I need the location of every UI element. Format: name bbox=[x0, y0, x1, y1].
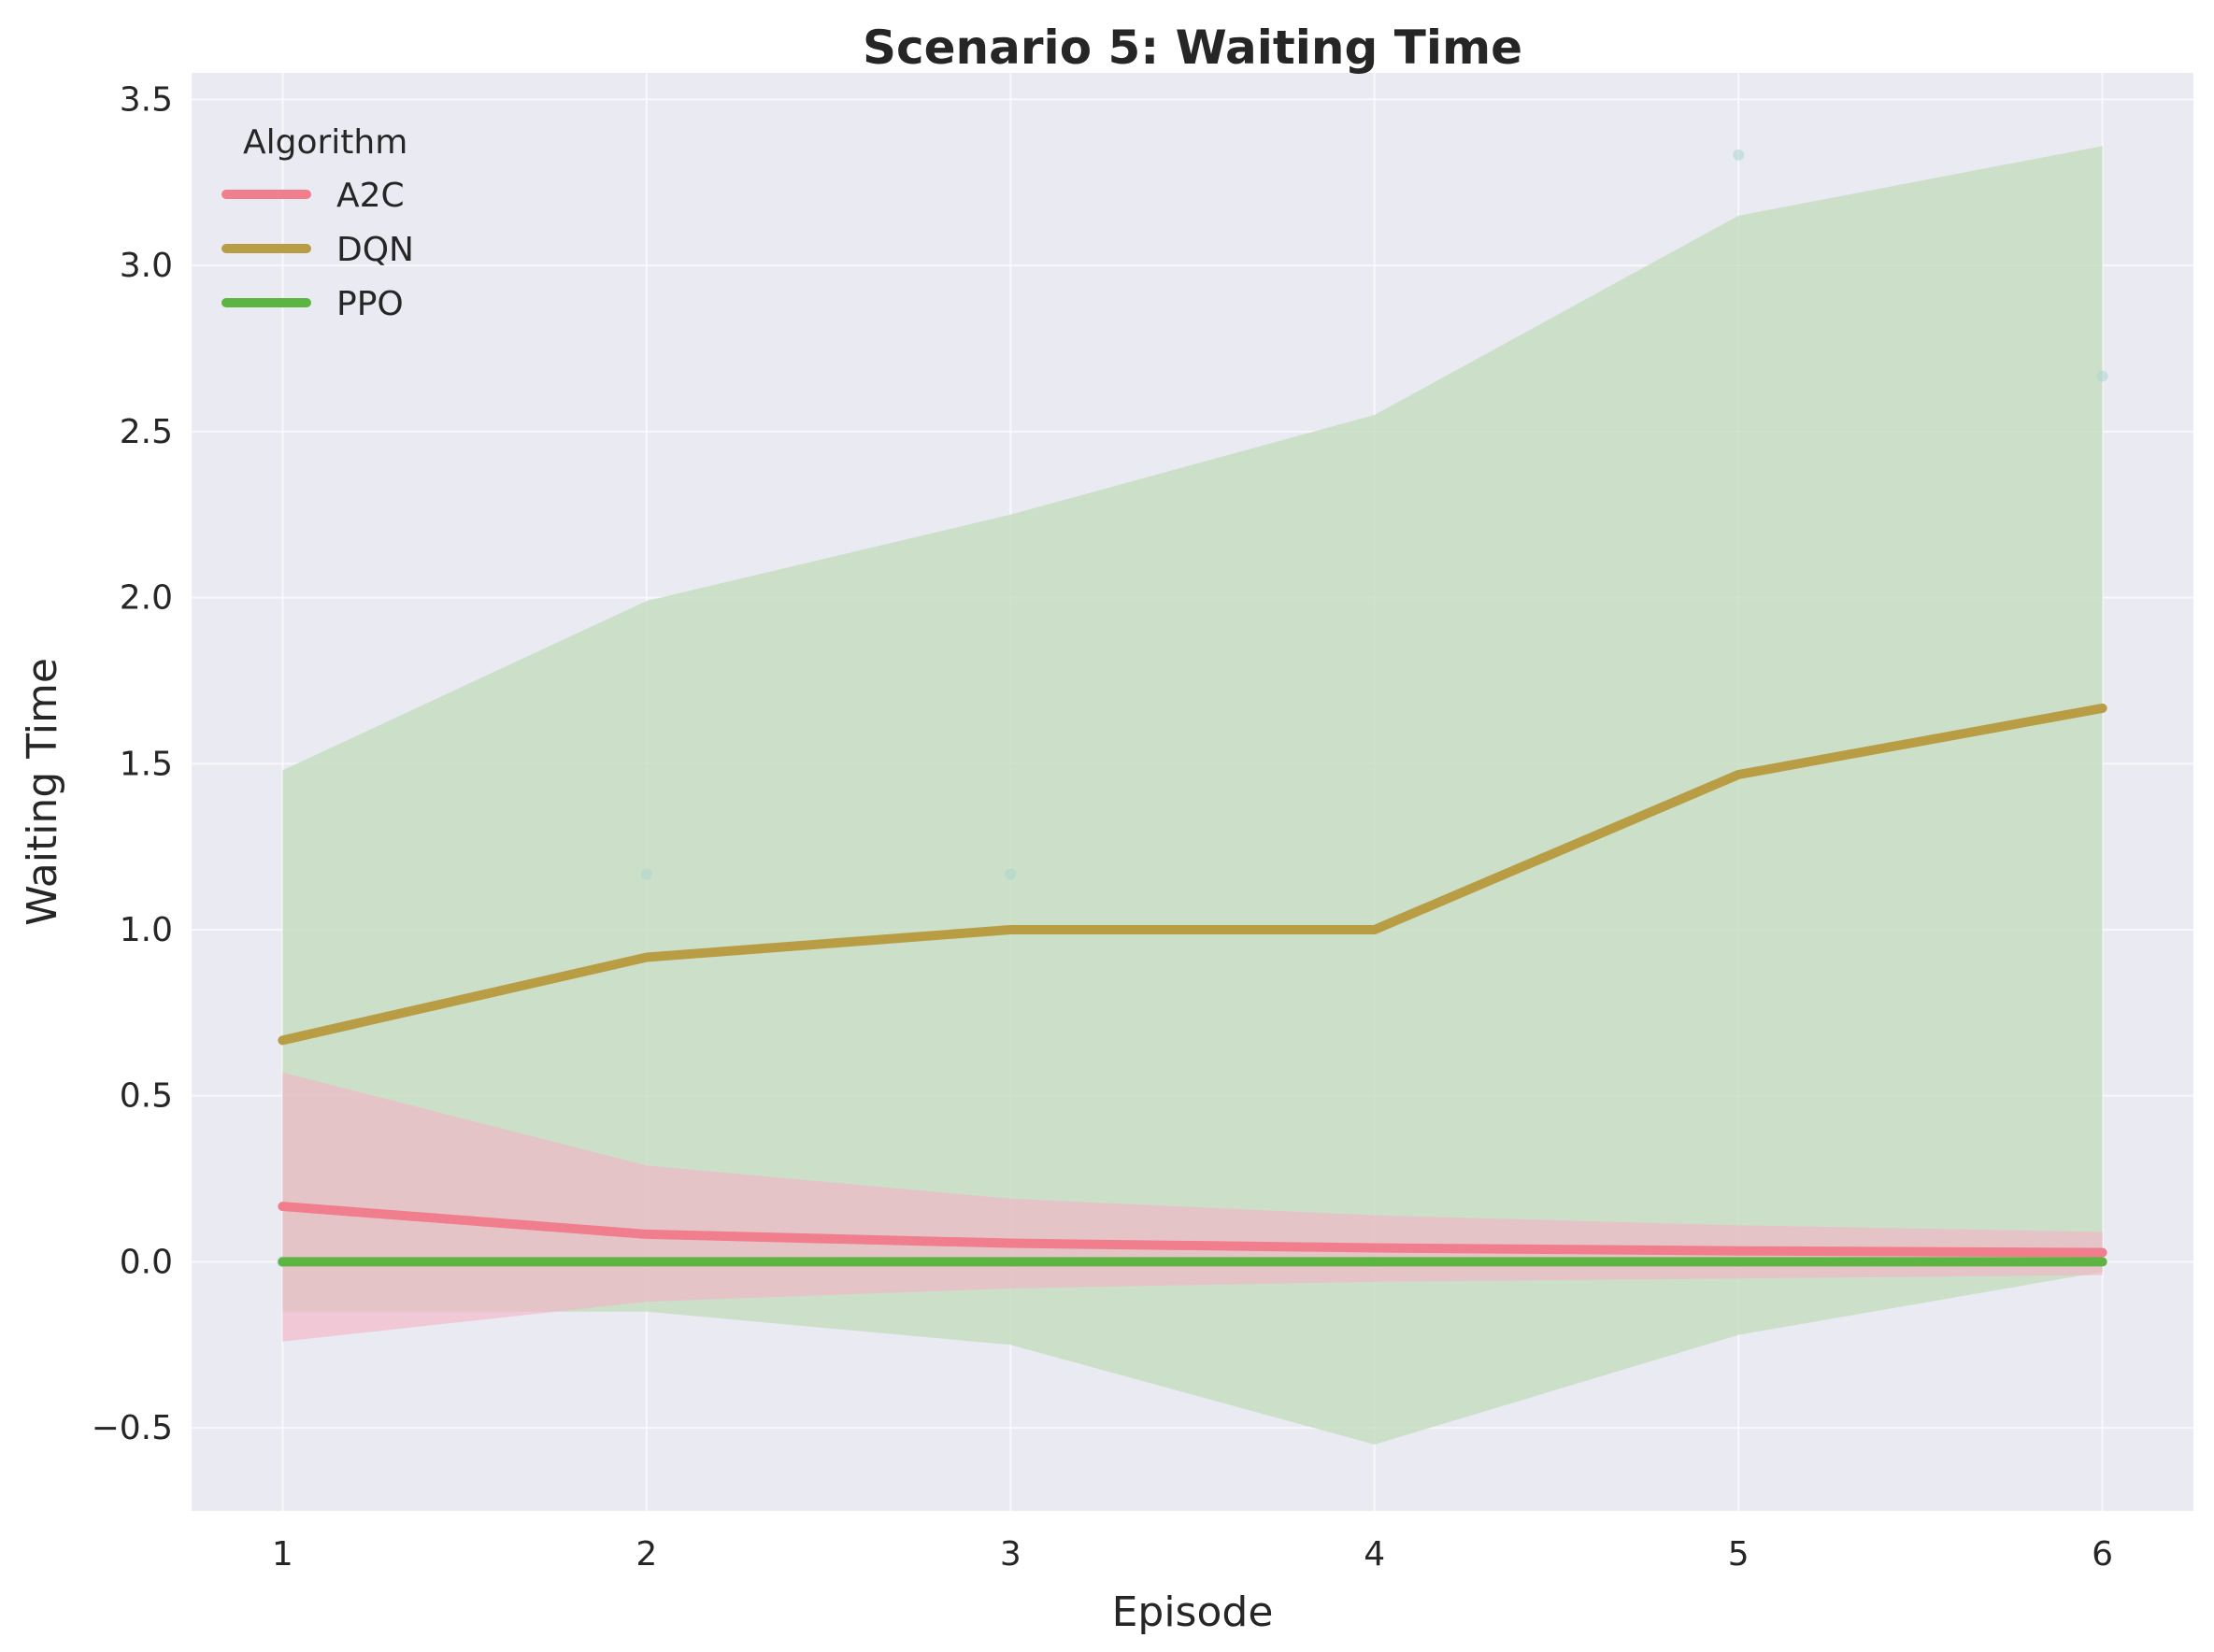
x-tick-label: 1 bbox=[272, 1535, 293, 1574]
a2c-confidence-band bbox=[282, 1072, 2103, 1342]
legend-title: Algorithm bbox=[243, 123, 407, 162]
dqn-data-point bbox=[640, 868, 652, 880]
dqn-data-point bbox=[2096, 370, 2108, 382]
confidence-bands bbox=[282, 146, 2103, 1445]
tick-labels: 1 2 3 4 5 6 −0.5 0.0 0.5 1.0 1.5 2.0 2.5 3.0 3.5 bbox=[92, 80, 2114, 1574]
x-tick-label: 6 bbox=[2092, 1535, 2113, 1574]
ppo-legend-label: PPO bbox=[336, 285, 404, 323]
y-tick-label: 0.0 bbox=[120, 1243, 173, 1281]
x-tick-label: 3 bbox=[1000, 1535, 1021, 1574]
series-lines bbox=[278, 703, 2107, 1267]
x-tick-label: 4 bbox=[1364, 1535, 1385, 1574]
chart-title: Scenario 5: Waiting Time bbox=[863, 21, 1522, 75]
y-tick-label: 0.5 bbox=[120, 1077, 173, 1116]
x-axis-label: Episode bbox=[1112, 1588, 1274, 1636]
x-tick-label: 5 bbox=[1728, 1535, 1750, 1574]
y-tick-label: 2.0 bbox=[120, 579, 173, 618]
legend: Algorithm A2C DQN PPO bbox=[221, 123, 414, 323]
dqn-series-line bbox=[278, 703, 2107, 1046]
dqn-confidence-band bbox=[282, 146, 2103, 1445]
y-tick-label: 1.5 bbox=[120, 745, 173, 783]
y-tick-label: 2.5 bbox=[120, 413, 173, 451]
y-axis-label: Waiting Time bbox=[19, 658, 66, 926]
a2c-legend-label: A2C bbox=[336, 177, 405, 215]
a2c-series-line bbox=[278, 1202, 2107, 1258]
legend-items: A2C DQN PPO bbox=[221, 177, 414, 323]
y-tick-label: 3.5 bbox=[120, 80, 173, 119]
dqn-data-point bbox=[1005, 868, 1017, 880]
dqn-legend-label: DQN bbox=[336, 231, 414, 269]
y-tick-label: 3.0 bbox=[120, 247, 173, 285]
dqn-data-point bbox=[1733, 149, 1745, 161]
x-tick-label: 2 bbox=[636, 1535, 657, 1574]
y-tick-label: 1.0 bbox=[120, 911, 173, 949]
y-tick-label: −0.5 bbox=[92, 1409, 173, 1447]
